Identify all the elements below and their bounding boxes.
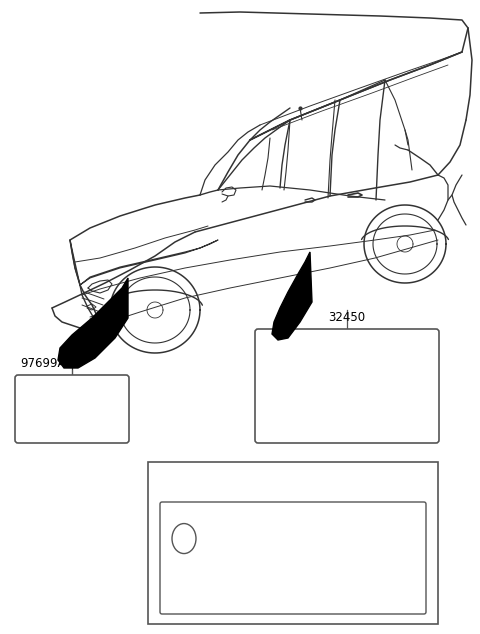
Bar [148,462,438,624]
Polygon shape [58,278,128,368]
FancyBboxPatch shape [255,329,439,443]
Ellipse shape [172,524,196,553]
Text: (WAGON LONG): (WAGON LONG) [160,470,264,482]
FancyBboxPatch shape [15,375,129,443]
FancyBboxPatch shape [160,502,426,614]
Polygon shape [272,252,312,340]
Text: 32450: 32450 [328,311,366,324]
Text: 05203: 05203 [273,484,313,496]
Text: 97699A: 97699A [20,357,65,370]
